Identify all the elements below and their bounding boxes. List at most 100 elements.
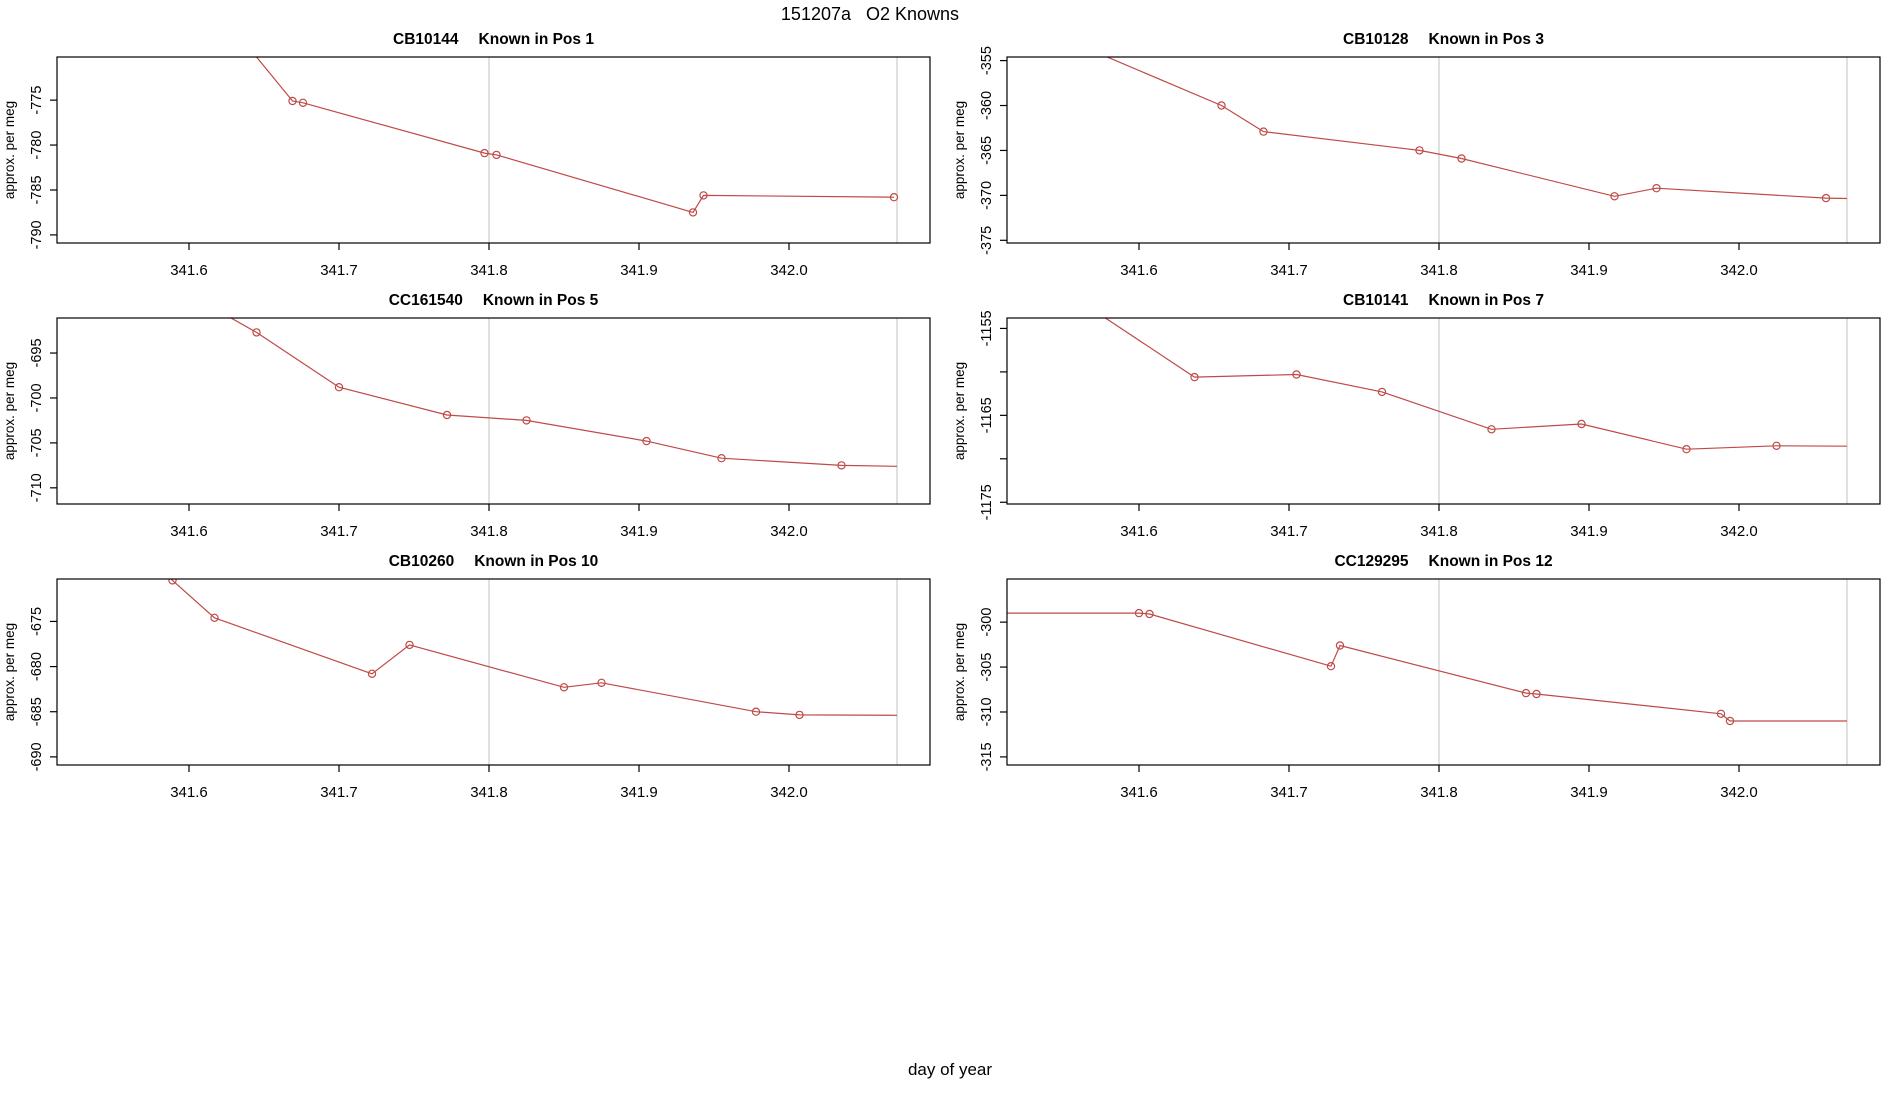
x-axis: 341.6 341.7 341.8 341.9 342.0 <box>170 765 808 801</box>
data-point-markers <box>288 96 899 217</box>
x-tick-label: 341.7 <box>1270 523 1308 540</box>
x-tick-label: 341.8 <box>1420 262 1458 279</box>
panel-title: CC129295 Known in Pos 12 <box>1334 553 1552 570</box>
y-tick-label: -685 <box>29 697 45 726</box>
series-line <box>255 57 895 214</box>
x-tick-label: 342.0 <box>1720 262 1758 279</box>
x-tick-label: 341.6 <box>1120 523 1158 540</box>
x-tick-label: 341.9 <box>1570 262 1608 279</box>
panel-title: CB10260 Known in Pos 10 <box>389 553 599 570</box>
y-tick-label: -360 <box>979 91 995 120</box>
y-tick-label: -675 <box>29 607 45 636</box>
y-tick-label: -775 <box>29 86 45 115</box>
x-tick-label: 341.6 <box>1120 262 1158 279</box>
x-tick-label: 341.9 <box>1570 784 1608 801</box>
x-tick-label: 341.7 <box>320 523 358 540</box>
panel-title: CB10144 Known in Pos 1 <box>393 31 594 48</box>
y-tick-label: -790 <box>29 220 45 249</box>
x-tick-label: 341.7 <box>1270 262 1308 279</box>
series-line <box>170 579 898 716</box>
x-axis: 341.6 341.7 341.8 341.9 342.0 <box>170 243 808 279</box>
plot-frame <box>56 317 931 505</box>
y-tick-label: -780 <box>29 131 45 160</box>
x-tick-label: 341.9 <box>620 262 658 279</box>
y-tick-label: -680 <box>29 652 45 681</box>
y-axis-label: approx. per meg <box>952 362 967 460</box>
series-line <box>229 318 898 467</box>
x-tick-label: 341.8 <box>1420 784 1458 801</box>
x-tick-label: 341.6 <box>170 784 208 801</box>
y-tick-label: -710 <box>29 473 45 502</box>
series-line <box>1105 57 1848 200</box>
chart-panel-CB10144: 341.6 341.7 341.8 341.9 342.0 -790 -785 -780 -77… <box>2 31 931 279</box>
chart-panel-CC161540: 341.6 341.7 341.8 341.9 342.0 -710 -705 -700 -69… <box>2 292 931 540</box>
y-tick-label: -1155 <box>979 310 995 346</box>
y-tick-label: -310 <box>979 697 995 726</box>
x-tick-label: 341.8 <box>470 784 508 801</box>
x-tick-label: 341.8 <box>470 523 508 540</box>
y-axis-label: approx. per meg <box>2 362 17 460</box>
x-tick-label: 341.6 <box>1120 784 1158 801</box>
y-tick-label: -785 <box>29 175 45 204</box>
chart-panel-CB10128: 341.6 341.7 341.8 341.9 342.0 -375 -370 -365 -36… <box>952 31 1881 279</box>
plot-frame <box>1006 578 1881 766</box>
panel-title: CB10128 Known in Pos 3 <box>1343 31 1544 48</box>
x-tick-label: 341.7 <box>320 784 358 801</box>
x-axis: 341.6 341.7 341.8 341.9 342.0 <box>1120 765 1758 801</box>
y-tick-label: -695 <box>29 338 45 367</box>
y-tick-label: -355 <box>979 46 995 75</box>
y-tick-label: -700 <box>29 383 45 412</box>
y-tick-label: -1165 <box>979 397 995 433</box>
y-axis: -1175 -1165 -1155 <box>979 310 1007 520</box>
x-tick-label: 342.0 <box>770 262 808 279</box>
chart-panel-CC129295: 341.6 341.7 341.8 341.9 342.0 -315 -310 -305 -30… <box>952 553 1881 801</box>
y-tick-label: -305 <box>979 653 995 682</box>
x-tick-label: 342.0 <box>1720 784 1758 801</box>
y-axis: -375 -370 -365 -360 -355 <box>979 46 1007 255</box>
data-point-markers <box>1217 101 1831 203</box>
figure-title: 151207a O2 Knowns <box>780 4 960 24</box>
y-tick-label: -315 <box>979 742 995 771</box>
data-point-markers <box>252 328 846 470</box>
x-tick-label: 341.8 <box>470 262 508 279</box>
data-point-markers <box>1190 370 1781 454</box>
x-tick-label: 341.9 <box>1570 523 1608 540</box>
chart-panel-CB10141: 341.6 341.7 341.8 341.9 342.0 -1175 -1165 -1155… <box>952 292 1881 540</box>
x-tick-label: 341.9 <box>620 523 658 540</box>
charts-grid: 341.6 341.7 341.8 341.9 342.0 -790 -785 -780 -77… <box>0 28 1900 811</box>
x-tick-label: 341.8 <box>1420 523 1458 540</box>
plot-frame <box>1006 56 1881 244</box>
chart-panel-CB10260: 341.6 341.7 341.8 341.9 342.0 -690 -685 -680 -67… <box>2 553 931 801</box>
series-line <box>1104 318 1848 450</box>
x-axis: 341.6 341.7 341.8 341.9 342.0 <box>1120 243 1758 279</box>
y-axis: -315 -310 -305 -300 <box>979 608 1007 771</box>
x-tick-label: 341.6 <box>170 262 208 279</box>
x-tick-label: 341.7 <box>1270 784 1308 801</box>
x-axis: 341.6 341.7 341.8 341.9 342.0 <box>170 504 808 540</box>
y-tick-label: -705 <box>29 428 45 457</box>
x-tick-label: 341.9 <box>620 784 658 801</box>
y-tick-label: -690 <box>29 742 45 771</box>
y-axis-label: approx. per meg <box>952 101 967 199</box>
data-point-markers <box>1134 608 1735 726</box>
x-tick-label: 341.7 <box>320 262 358 279</box>
x-axis: 341.6 341.7 341.8 341.9 342.0 <box>1120 504 1758 540</box>
panel-title: CB10141 Known in Pos 7 <box>1343 292 1544 309</box>
y-tick-label: -370 <box>979 181 995 210</box>
y-axis: -710 -705 -700 -695 <box>29 338 57 502</box>
plot-frame <box>1006 317 1881 505</box>
y-axis: -690 -685 -680 -675 <box>29 607 57 771</box>
data-point-markers <box>168 579 804 720</box>
panel-title: CC161540 Known in Pos 5 <box>389 292 599 309</box>
y-tick-label: -300 <box>979 608 995 637</box>
y-axis-label: approx. per meg <box>2 101 17 199</box>
y-tick-label: -365 <box>979 136 995 165</box>
y-tick-label: -1175 <box>979 484 995 520</box>
x-tick-label: 342.0 <box>1720 523 1758 540</box>
x-axis-title: day of year <box>907 1060 993 1079</box>
plot-frame <box>56 578 931 766</box>
x-tick-label: 342.0 <box>770 784 808 801</box>
y-axis: -790 -785 -780 -775 <box>29 86 57 249</box>
y-tick-label: -375 <box>979 226 995 255</box>
